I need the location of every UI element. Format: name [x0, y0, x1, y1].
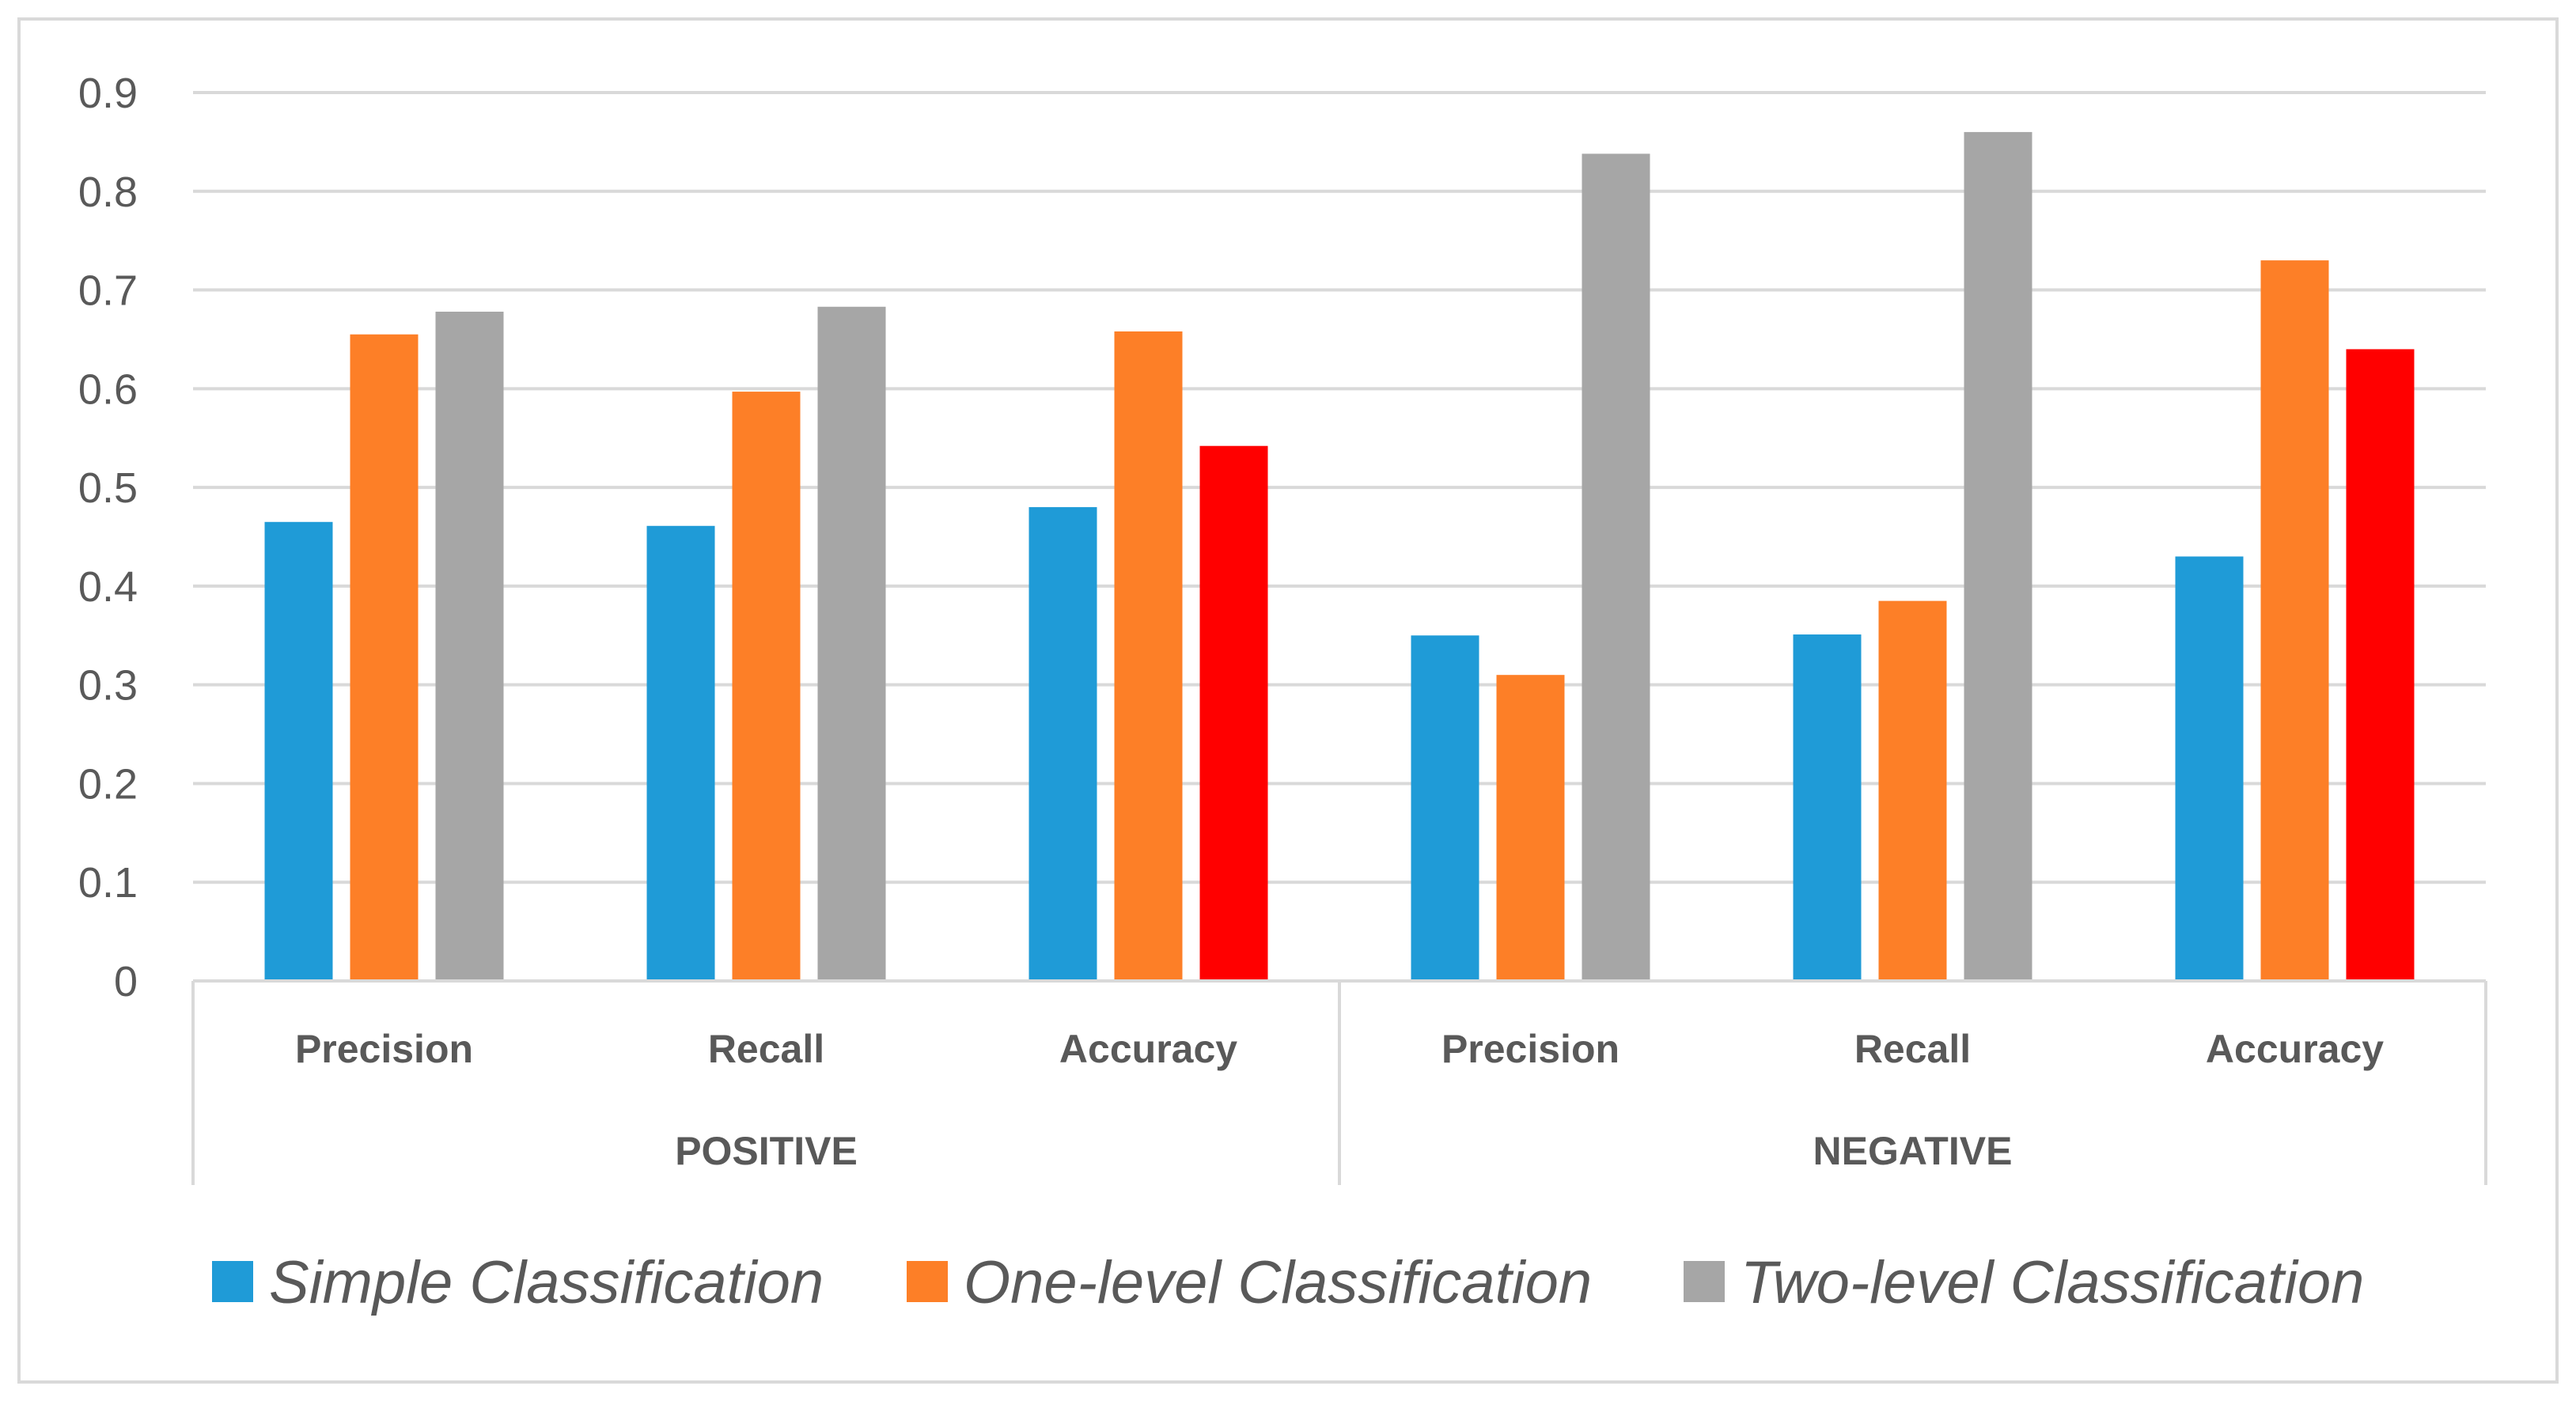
- bar: [2260, 260, 2329, 982]
- legend-swatch: [1684, 1261, 1725, 1302]
- bar: [435, 312, 504, 981]
- legend-swatch: [212, 1261, 253, 1302]
- category-label: Precision: [1441, 1027, 1619, 1071]
- y-tick-label: 0.5: [78, 464, 138, 512]
- legend-label: Simple Classification: [269, 1249, 824, 1316]
- category-label: Precision: [295, 1027, 473, 1071]
- bar: [2346, 349, 2415, 981]
- category-label: Recall: [708, 1027, 824, 1071]
- y-tick-label: 0: [114, 958, 138, 1005]
- bars: [264, 131, 2415, 982]
- bar: [646, 525, 715, 981]
- gridlines: [193, 91, 2486, 884]
- category-label: Recall: [1854, 1027, 1971, 1071]
- y-tick-label: 0.6: [78, 365, 138, 413]
- y-tick-label: 0.4: [78, 563, 138, 611]
- bar: [1964, 131, 2032, 981]
- bar: [264, 521, 333, 981]
- bar: [1411, 635, 1479, 981]
- y-tick-label: 0.7: [78, 267, 138, 315]
- y-tick-label: 0.8: [78, 168, 138, 216]
- bar: [732, 392, 801, 981]
- legend-label: One-level Classification: [964, 1249, 1592, 1316]
- legend: Simple Classification One-level Classific…: [212, 1249, 2364, 1316]
- bar: [1582, 153, 1650, 982]
- bar: [2175, 556, 2244, 981]
- bar: [1114, 331, 1183, 981]
- legend-swatch: [907, 1261, 948, 1302]
- bar: [1793, 634, 1862, 981]
- y-tick-label: 0.3: [78, 662, 138, 710]
- y-tick-label: 0.1: [78, 859, 138, 907]
- bar: [817, 306, 886, 981]
- category-label: Accuracy: [1059, 1027, 1237, 1071]
- bar: [1878, 600, 1947, 981]
- y-tick-label: 0.9: [78, 70, 138, 117]
- bar: [350, 334, 419, 981]
- legend-label: Two-level Classification: [1741, 1249, 2364, 1316]
- x-axis: Precision Recall Accuracy Precision Recall Ac…: [191, 979, 2487, 1185]
- y-tick-label: 0.2: [78, 760, 138, 808]
- bar: [1199, 445, 1268, 981]
- bar: [1029, 507, 1097, 981]
- group-label: NEGATIVE: [1813, 1129, 2013, 1173]
- category-label: Accuracy: [2206, 1027, 2384, 1071]
- bar: [1496, 675, 1565, 981]
- y-axis-ticks: 0 0.1 0.2 0.3 0.4 0.5 0.6 0.7 0.8 0.9: [78, 70, 138, 1005]
- group-label: POSITIVE: [675, 1129, 858, 1173]
